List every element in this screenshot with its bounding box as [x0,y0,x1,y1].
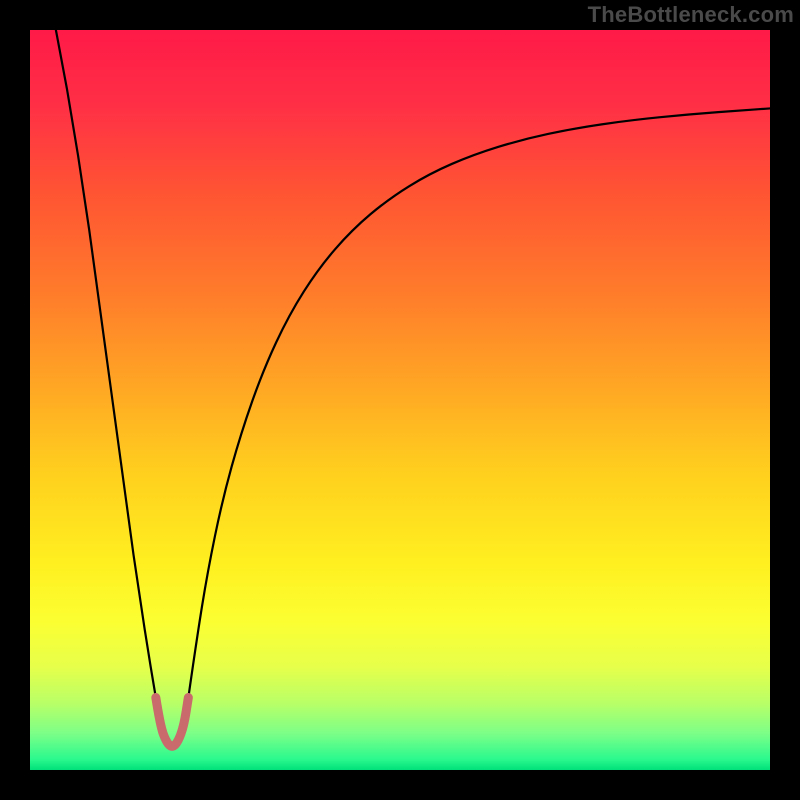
watermark-text: TheBottleneck.com [588,2,794,28]
plot-area [30,30,770,770]
chart-container: TheBottleneck.com [0,0,800,800]
bottleneck-chart [0,0,800,800]
